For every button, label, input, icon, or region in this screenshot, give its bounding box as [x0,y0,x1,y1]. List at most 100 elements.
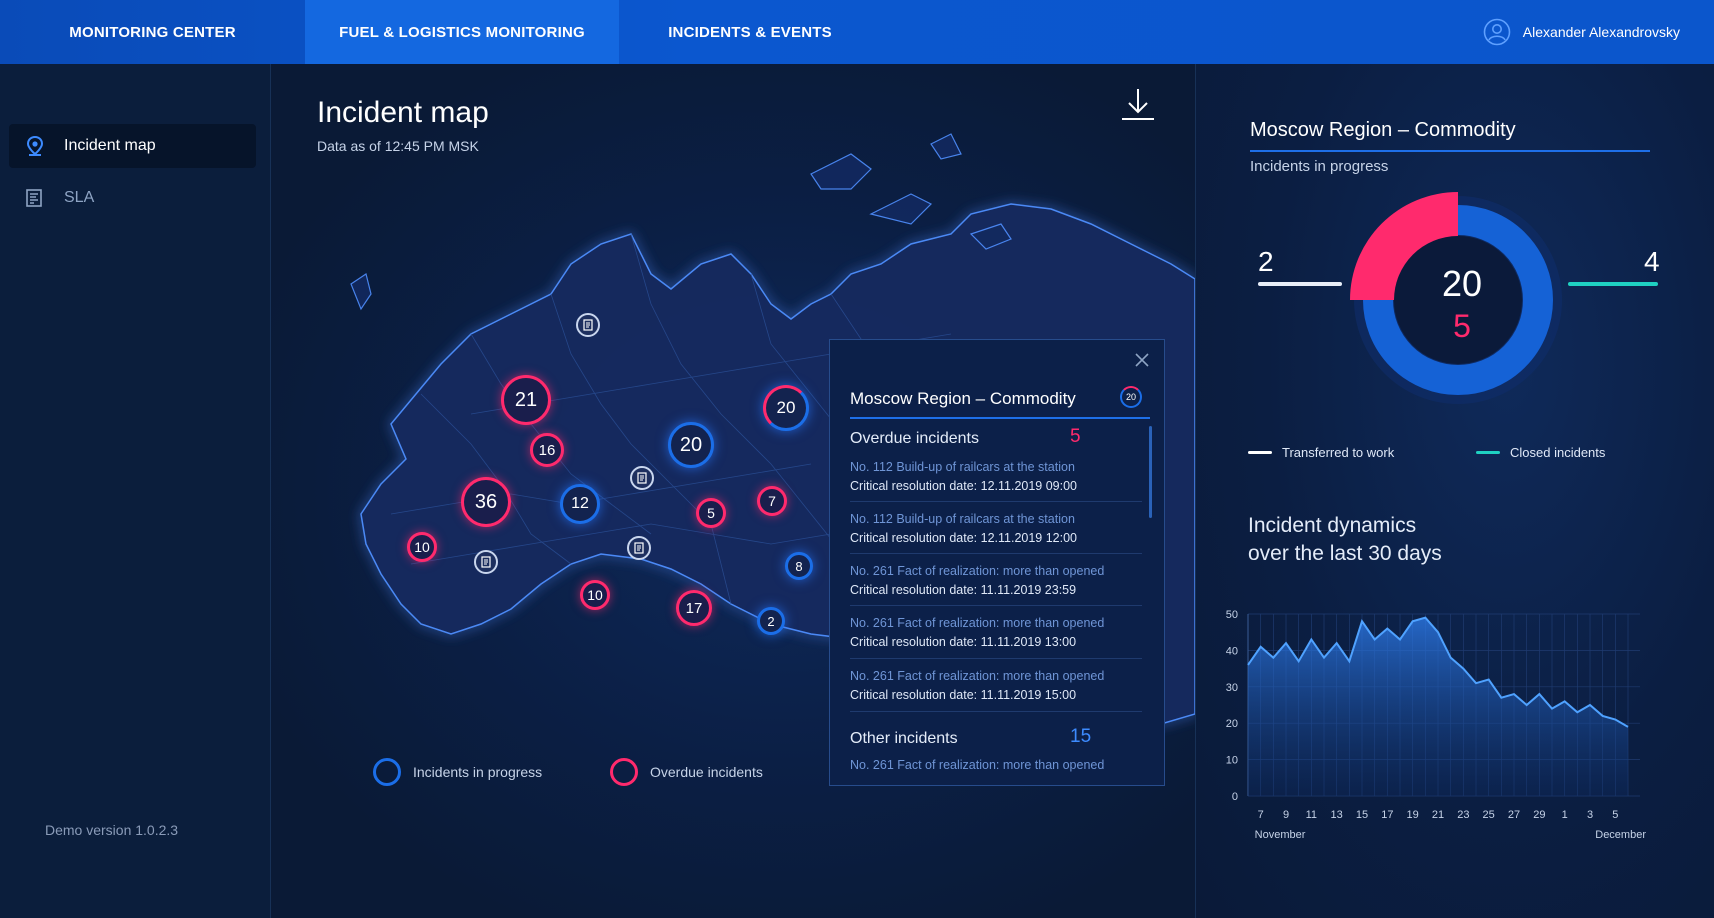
closed-bar [1568,282,1658,286]
x-tick-label: 17 [1381,809,1393,821]
incident-date: Critical resolution date: 12.11.2019 12:… [850,531,1078,545]
x-tick-label: 13 [1331,809,1343,821]
map-marker-document[interactable] [627,536,651,560]
incident-date: Critical resolution date: 11.11.2019 13:… [850,635,1077,649]
sidebar-item-incident-map[interactable]: Incident map [9,124,256,168]
region-summary-panel: Moscow Region – Commodity Incidents in p… [1195,64,1714,918]
marker-count: 5 [707,505,715,521]
x-tick-label: 11 [1306,809,1317,821]
tab-incidents-events[interactable]: INCIDENTS & EVENTS [668,23,832,41]
item-divider [850,711,1142,712]
tab-fuel-logistics-monitoring[interactable]: FUEL & LOGISTICS MONITORING [305,0,619,64]
marker-count: 16 [538,441,556,459]
incident-item[interactable]: No. 112 Build-up of railcars at the stat… [850,512,1142,545]
region-title: Moscow Region – Commodity [1250,119,1516,141]
map-marker-document[interactable] [576,313,600,337]
transferred-count: 2 [1258,246,1274,277]
dynamics-title: Incident dynamics over the last 30 days [1248,512,1548,568]
x-tick-label: 23 [1457,809,1469,821]
x-group-label: November [1255,829,1306,841]
region-subtitle: Incidents in progress [1250,158,1389,175]
x-tick-label: 29 [1533,809,1545,821]
incident-item[interactable]: No. 112 Build-up of railcars at the stat… [850,460,1142,493]
incident-item[interactable]: No. 261 Fact of realization: more than o… [850,616,1142,649]
popup-title: Moscow Region – Commodity [850,389,1076,408]
item-divider [850,553,1142,554]
map-marker[interactable]: 20 [763,385,809,431]
x-tick-label: 5 [1612,809,1618,821]
x-tick-label: 1 [1562,809,1568,821]
overdue-count: 5 [1070,426,1081,447]
x-group-label: December [1595,829,1646,841]
sidebar-item-label: SLA [64,189,95,206]
x-tick-label: 9 [1283,809,1289,821]
item-divider [850,501,1142,502]
incident-item[interactable]: No. 261 Fact of realization: more than o… [850,669,1142,702]
marker-count: 8 [795,558,803,574]
y-tick-label: 50 [1226,609,1238,621]
marker-count: 36 [474,490,498,513]
region-incident-popup: Moscow Region – Commodity 20 Overdue inc… [829,339,1165,786]
donut-overdue: 5 [1453,308,1471,344]
popup-scrollbar[interactable] [1149,426,1152,518]
map-marker[interactable]: 2 [757,607,785,635]
map-marker[interactable]: 20 [668,422,714,468]
document-icon [634,542,644,554]
legend-label: Closed incidents [1510,445,1606,460]
legend-transferred: Transferred to work [1248,445,1394,460]
y-tick-label: 0 [1232,791,1238,803]
user-avatar-icon [1483,18,1511,46]
legend-label: Transferred to work [1282,445,1395,460]
map-legend-in-progress: Incidents in progress [373,758,542,786]
popup-divider [850,417,1150,419]
document-list-icon [26,189,42,207]
x-tick-label: 7 [1258,809,1264,821]
map-marker-document[interactable] [474,550,498,574]
sidebar-item-sla[interactable]: SLA [9,176,256,220]
incident-item[interactable]: No. 261 Fact of realization: more than o… [850,758,1142,772]
item-divider [850,658,1142,659]
page-title: Incident map [317,96,489,129]
legend-closed: Closed incidents [1476,445,1605,460]
incident-item[interactable]: No. 261 Fact of realization: more than o… [850,564,1142,597]
donut-total: 20 [1441,263,1483,304]
map-marker[interactable]: 8 [785,552,813,580]
close-icon[interactable] [1134,352,1150,368]
map-marker[interactable]: 12 [560,484,600,524]
incident-date: Critical resolution date: 11.11.2019 15:… [850,688,1077,702]
tab-monitoring-center[interactable]: MONITORING CENTER [69,23,236,41]
map-marker[interactable]: 7 [757,486,787,516]
incident-title: No. 112 Build-up of railcars at the stat… [850,512,1075,526]
sidebar: Incident map SLA Demo version 1.0.2.3 [0,64,271,918]
x-tick-label: 15 [1356,809,1368,821]
map-marker[interactable]: 36 [461,477,511,527]
marker-count: 12 [571,495,589,512]
map-marker[interactable]: 10 [407,532,437,562]
map-marker[interactable]: 21 [501,375,551,425]
marker-count: 17 [685,599,703,617]
incident-title: No. 261 Fact of realization: more than o… [850,669,1105,683]
x-tick-label: 3 [1587,809,1593,821]
user-menu[interactable]: Alexander Alexandrovsky [1483,0,1680,64]
incidents-donut-chart[interactable] [1350,192,1566,408]
donut-center [1394,236,1522,364]
map-marker[interactable]: 10 [580,580,610,610]
transferred-bar [1258,282,1342,286]
map-marker[interactable]: 16 [530,433,564,467]
marker-count: 21 [514,388,538,411]
marker-count: 2 [767,613,775,629]
item-divider [850,605,1142,606]
legend-swatch [1476,451,1500,454]
y-tick-label: 20 [1226,718,1238,730]
map-marker[interactable]: 5 [696,498,726,528]
y-tick-label: 10 [1226,755,1238,767]
x-tick-label: 19 [1407,809,1419,821]
donut-slice-overdue [1350,192,1458,300]
map-marker[interactable]: 17 [676,590,712,626]
map-legend-overdue: Overdue incidents [610,758,763,786]
map-marker-document[interactable] [630,466,654,490]
other-count: 15 [1070,726,1092,747]
series-line [1247,616,1629,728]
download-icon[interactable] [1119,86,1157,122]
